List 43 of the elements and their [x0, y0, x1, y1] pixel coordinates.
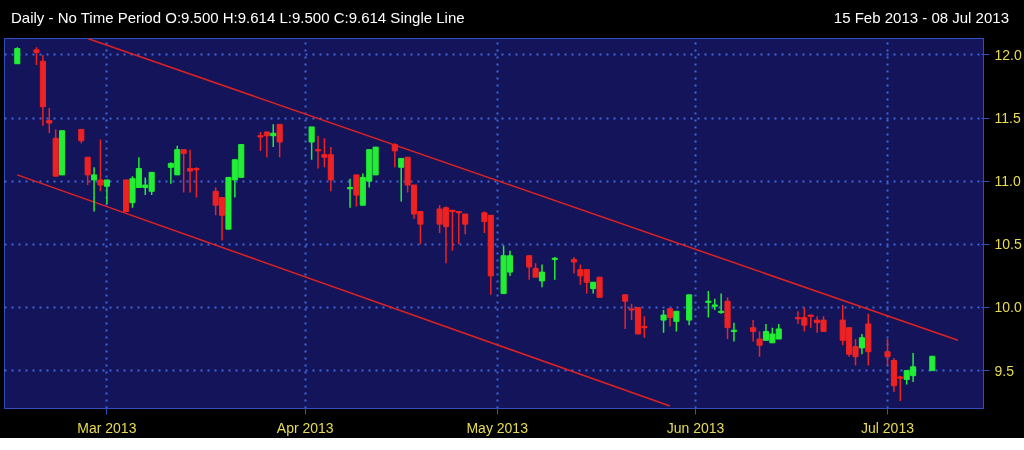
candlestick — [756, 330, 763, 358]
candlestick — [391, 142, 398, 169]
candlestick — [84, 156, 91, 186]
candlestick — [858, 333, 865, 355]
y-tick-label: 10.5 — [994, 236, 1022, 253]
chart-title: Daily - No Time Period O:9.500 H:9.614 L:9.500 C:9.614 Single Line — [11, 8, 465, 28]
candlestick — [673, 310, 680, 333]
y-tick-label: 12.0 — [994, 46, 1022, 63]
x-tick-label: May 2013 — [466, 419, 529, 436]
candlestick — [705, 290, 712, 319]
y-tick-label: 11.5 — [994, 110, 1021, 127]
y-tick-label: 11.0 — [994, 173, 1021, 190]
x-tick-label: Jun 2013 — [666, 419, 725, 436]
chart-subtitle: 15 Feb 2013 - 08 Jul 2013 — [833, 8, 1009, 28]
candlestick — [97, 138, 104, 193]
candlestick — [346, 177, 354, 209]
candlestick — [730, 321, 738, 343]
candlestick — [718, 292, 725, 315]
candlestick — [526, 254, 533, 281]
x-tick-label: Jul 2013 — [861, 419, 915, 436]
x-tick-label: Apr 2013 — [276, 419, 334, 436]
candlestick — [570, 256, 578, 275]
candlestick — [91, 166, 98, 213]
candlestick — [180, 148, 187, 194]
candlestick — [46, 107, 53, 134]
candlestick — [462, 213, 469, 235]
candlestick — [622, 294, 629, 330]
candlestick — [538, 263, 546, 289]
candlestick — [711, 297, 718, 311]
candlestick — [308, 126, 315, 161]
candlestick — [353, 174, 360, 208]
candlestick — [596, 276, 603, 299]
candlestick — [551, 256, 558, 281]
candlestick — [314, 134, 322, 170]
candlestick — [660, 309, 667, 334]
y-tick-label: 10.0 — [994, 299, 1022, 316]
y-tick-label: 9.5 — [994, 362, 1015, 379]
candlestick — [276, 123, 283, 158]
candlestick — [398, 157, 405, 203]
x-tick-label: Mar 2013 — [77, 419, 137, 436]
candlestick — [884, 338, 891, 367]
candlestick — [750, 319, 757, 343]
candlestick — [103, 179, 110, 205]
